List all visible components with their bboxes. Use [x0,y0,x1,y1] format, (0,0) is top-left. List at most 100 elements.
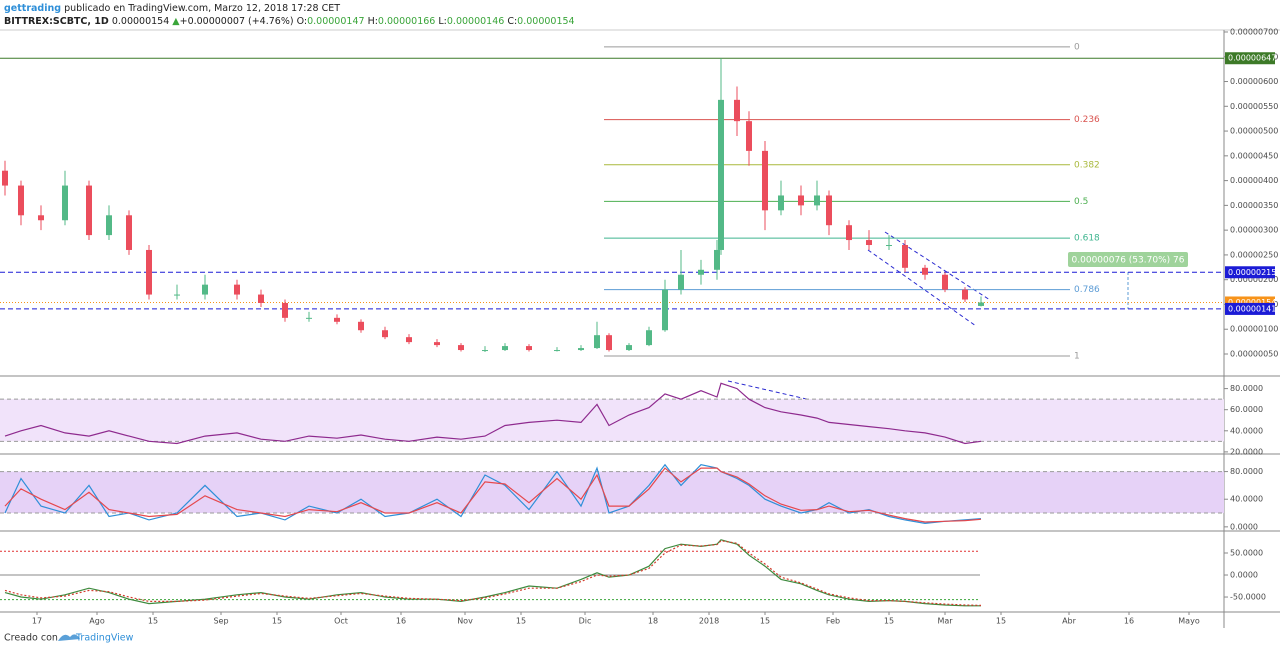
y-tick-label: 0.00000550 [1230,102,1278,111]
fib-label: 1 [1074,351,1080,361]
x-tick-label: Nov [457,617,473,626]
x-tick-label: Oct [334,617,348,626]
candle-body [258,294,264,303]
x-tick-label: Feb [826,617,840,626]
candle-body [646,330,652,346]
candle-body [358,321,364,331]
candle-body [718,99,724,250]
y-tick-label: 0.00000600 [1230,77,1278,86]
candle-body [502,346,508,351]
y-tick-label: 60.0000 [1230,405,1263,414]
y-tick-label: 40.0000 [1230,495,1263,504]
x-tick-label: 16 [396,617,406,626]
candle-body [678,274,684,290]
x-tick-label: Mar [937,617,953,626]
candle-body [798,195,804,206]
x-tick-label: Abr [1062,617,1077,626]
y-tick-label: 0.0000 [1230,522,1258,531]
candle-body [594,335,600,349]
price-tag [1225,302,1275,315]
candle-body [126,215,132,250]
price-tag-label: 0.00000215 [1228,268,1276,277]
fib-label: 0.382 [1074,160,1100,170]
x-tick-label: 15 [148,617,158,626]
measure-box [1068,252,1188,267]
candle-body [86,185,92,236]
y-tick-label: 0.00000350 [1230,201,1278,210]
published: publicado en TradingView.com, Marzo 12, … [64,3,340,14]
panes: 0.00000076 (53.70%) 76 [0,29,1280,628]
price-tag [1225,52,1275,65]
candle-body [434,342,440,346]
y-tick-label: 0.00000300 [1230,226,1278,235]
candle-body [866,240,872,246]
candle-body [886,245,892,247]
o: 0.00000147 [307,16,364,27]
series-line [4,539,981,607]
x-tick-label: 17 [32,617,42,626]
price-tag-label: 0.00000154 [1228,298,1276,307]
y-tick-label: 0.00000700 [1230,27,1278,36]
candle-body [2,170,8,186]
fib-label: 0.236 [1074,115,1100,125]
candle-body [458,345,464,351]
y-tick-label: 0.00000400 [1230,176,1278,185]
candle-body [942,274,948,290]
y-tick-label: 20.0000 [1230,447,1263,456]
candle-body [734,99,740,122]
x-tick-label: 15 [884,617,894,626]
y-tick-label: 0.0000 [1230,571,1258,580]
candle-body [962,289,968,300]
candle-body [38,215,44,221]
y-tick-label: 0.00000050 [1230,350,1278,359]
y-tick-label: 80.0000 [1230,467,1263,476]
last: 0.00000154 [112,16,169,27]
logo [58,634,80,641]
candle-body [606,335,612,351]
y-tick-label: 50.0000 [1230,549,1263,558]
fib-label: 0.618 [1074,234,1100,244]
author[interactable]: gettrading [4,3,61,14]
x-tick-label: Dic [579,617,592,626]
change: +0.00000007 (+4.76%) [180,16,294,27]
candle-body [382,330,388,338]
symbol: BITTREX:SCBTC, 1D [4,16,109,27]
candle-body [814,195,820,206]
c: 0.00000154 [517,16,574,27]
x-tick-label: Ago [89,617,105,626]
y-tick-label: 0.00000100 [1230,325,1278,334]
band [0,399,1224,442]
candle-body [18,185,24,216]
candle-body [778,195,784,211]
fib-label: 0 [1074,42,1080,52]
fib-label: 0.786 [1074,285,1100,295]
y-tick-label: -50.0000 [1230,593,1266,602]
candle-body [282,302,288,318]
candle-body [698,269,704,275]
h-label: H: [368,16,378,27]
l-label: L: [438,16,447,27]
candle-body [826,195,832,226]
x-tick-label: 15 [272,617,282,626]
candle-body [526,346,532,351]
price-tag-label: 0.00000647 [1228,54,1276,63]
l: 0.00000146 [447,16,504,27]
series-line [4,467,982,523]
x-tick-label: 2018 [699,617,719,626]
x-tick-label: 16 [1124,617,1134,626]
y-tick-label: 40.0000 [1230,426,1263,435]
candle-body [174,294,180,296]
candle-body [306,317,312,319]
symbol-line: BITTREX:SCBTC, 1D 0.00000154 ▲+0.0000000… [4,16,575,27]
c-label: C: [507,16,517,27]
candle-body [406,337,412,343]
candle-body [482,350,488,352]
footer-brand[interactable]: TradingView [75,633,134,644]
x-tick-label: 15 [516,617,526,626]
candle-body [146,249,152,295]
candle-body [902,245,908,268]
candle-body [234,284,240,295]
channel-line [867,249,977,327]
